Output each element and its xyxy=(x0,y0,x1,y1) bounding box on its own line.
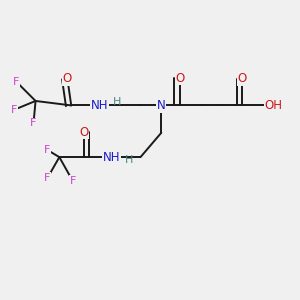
Text: F: F xyxy=(44,173,51,183)
Text: F: F xyxy=(70,176,76,186)
Text: F: F xyxy=(30,118,37,128)
Text: F: F xyxy=(11,105,17,115)
Text: H: H xyxy=(125,154,133,164)
Text: N: N xyxy=(157,99,166,112)
Text: O: O xyxy=(80,126,88,139)
Text: NH: NH xyxy=(91,99,108,112)
Text: O: O xyxy=(238,72,247,85)
Text: NH: NH xyxy=(103,151,120,164)
Text: F: F xyxy=(44,145,51,155)
Text: OH: OH xyxy=(264,99,282,112)
Text: O: O xyxy=(175,72,184,85)
Text: H: H xyxy=(113,97,121,107)
Text: F: F xyxy=(13,76,20,87)
Text: O: O xyxy=(63,72,72,85)
